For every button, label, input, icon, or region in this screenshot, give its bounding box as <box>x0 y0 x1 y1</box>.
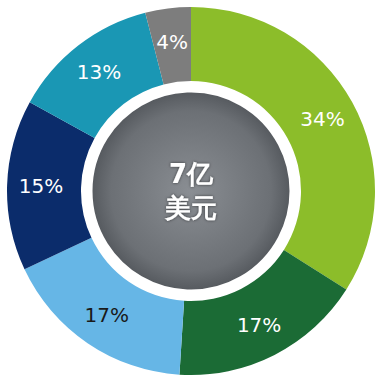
svg-text:7亿: 7亿 <box>169 159 214 189</box>
svg-text:15%: 15% <box>19 174 63 198</box>
svg-text:4%: 4% <box>156 30 188 54</box>
svg-text:13%: 13% <box>77 60 121 84</box>
svg-text:17%: 17% <box>237 313 281 337</box>
svg-text:34%: 34% <box>300 107 344 131</box>
svg-text:美元: 美元 <box>164 193 217 223</box>
svg-text:17%: 17% <box>84 303 128 327</box>
